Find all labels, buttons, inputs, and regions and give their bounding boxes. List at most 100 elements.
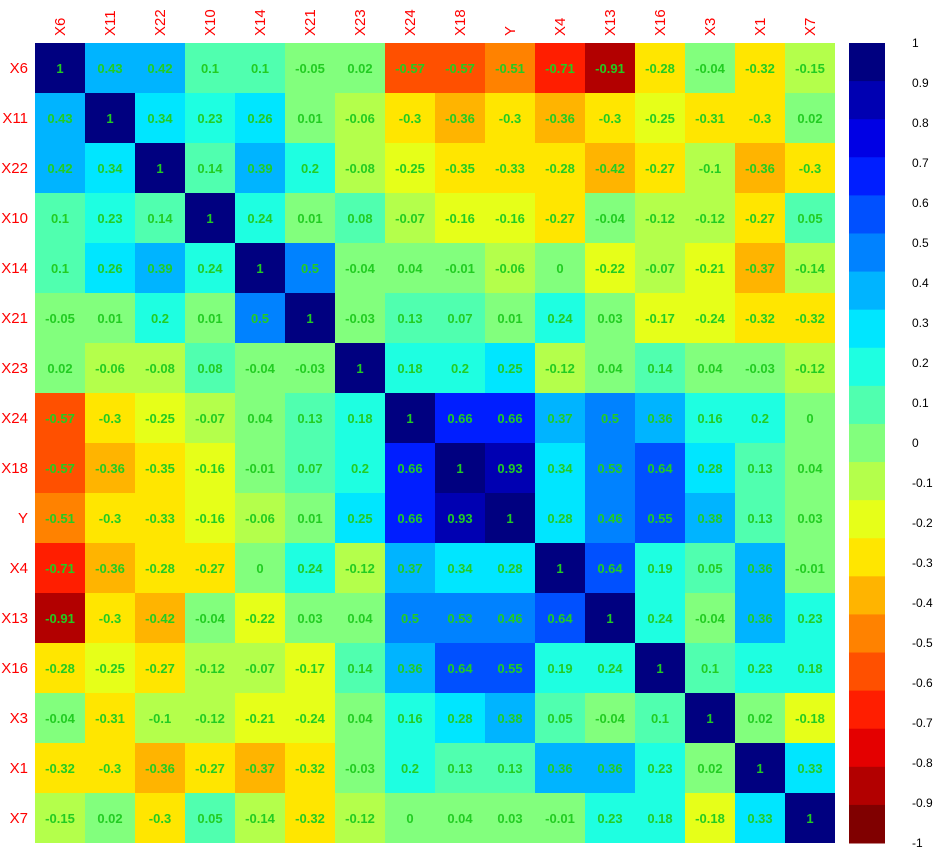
heatmap-cell-X21-Y bbox=[485, 293, 535, 343]
heatmap-cell-X13-X18 bbox=[435, 593, 485, 643]
heatmap-cell-X3-X6 bbox=[35, 693, 85, 743]
cell-value-X18-X23: 0.2 bbox=[351, 461, 369, 476]
cell-value-X10-X14: 0.24 bbox=[247, 211, 273, 226]
heatmap-cell-X23-X10 bbox=[185, 343, 235, 393]
cell-value-X6-X14: 0.1 bbox=[251, 61, 269, 76]
heatmap-cell-X1-Y bbox=[485, 743, 535, 793]
column-label-X18: X18 bbox=[452, 9, 469, 36]
cell-value-X16-X22: -0.27 bbox=[145, 661, 175, 676]
heatmap-cell-X13-X10 bbox=[185, 593, 235, 643]
legend-swatch bbox=[849, 271, 885, 311]
legend-swatch bbox=[849, 652, 885, 692]
cell-value-X22-X18: -0.35 bbox=[445, 161, 475, 176]
cell-value-X3-X11: -0.31 bbox=[95, 711, 125, 726]
heatmap-cell-X14-X21 bbox=[285, 243, 335, 293]
cell-value-X13-X14: -0.22 bbox=[245, 611, 275, 626]
heatmap-cell-X1-X22 bbox=[135, 743, 185, 793]
heatmap-cell-X24-X22 bbox=[135, 393, 185, 443]
cell-value-X4-X16: 0.19 bbox=[647, 561, 672, 576]
column-label-Y: Y bbox=[502, 26, 519, 36]
cell-value-X21-X16: -0.17 bbox=[645, 311, 675, 326]
column-label-X3: X3 bbox=[702, 18, 719, 36]
cell-value-X1-X16: 0.23 bbox=[647, 761, 672, 776]
cell-value-X10-X21: 0.01 bbox=[297, 211, 322, 226]
heatmap-cell-X3-X7 bbox=[785, 693, 835, 743]
heatmap-cell-X21-X11 bbox=[85, 293, 135, 343]
column-label-X4: X4 bbox=[552, 18, 569, 36]
heatmap-cell-X7-X21 bbox=[285, 793, 335, 843]
cell-value-X18-X4: 0.34 bbox=[547, 461, 573, 476]
cell-value-Y-X14: -0.06 bbox=[245, 511, 275, 526]
cell-value-X10-X1: -0.27 bbox=[745, 211, 775, 226]
cell-value-X3-X13: -0.04 bbox=[595, 711, 625, 726]
cell-value-X3-X3: 1 bbox=[706, 711, 713, 726]
heatmap-cell-Y-X1 bbox=[735, 493, 785, 543]
heatmap-cell-X24-X16 bbox=[635, 393, 685, 443]
heatmap-cell-X4-X11 bbox=[85, 543, 135, 593]
heatmap-cell-X13-X16 bbox=[635, 593, 685, 643]
cell-value-X16-X18: 0.64 bbox=[447, 661, 473, 676]
cell-value-X6-Y: -0.51 bbox=[495, 61, 525, 76]
cell-value-X11-X4: -0.36 bbox=[545, 111, 575, 126]
heatmap-cell-X14-Y bbox=[485, 243, 535, 293]
cell-value-X23-X24: 0.18 bbox=[397, 361, 422, 376]
heatmap-cell-X4-X13 bbox=[585, 543, 635, 593]
cell-value-X4-X21: 0.24 bbox=[297, 561, 323, 576]
cell-value-X16-X1: 0.23 bbox=[747, 661, 772, 676]
cell-value-X1-X23: -0.03 bbox=[345, 761, 375, 776]
cell-labels-layer: 1 0.43 0.42 0.1 0.1 -0.05 0.02 -0.57 -0.57 -0.51 -… bbox=[45, 61, 825, 826]
heatmap-cell-X22-X3 bbox=[685, 143, 735, 193]
cell-value-X4-X18: 0.34 bbox=[447, 561, 473, 576]
column-label-X22: X22 bbox=[152, 9, 169, 36]
cell-value-X22-X21: 0.2 bbox=[301, 161, 319, 176]
heatmap-cell-X13-Y bbox=[485, 593, 535, 643]
cell-value-X22-X23: -0.08 bbox=[345, 161, 375, 176]
cell-value-X14-X4: 0 bbox=[556, 261, 563, 276]
cell-value-X7-X4: -0.01 bbox=[545, 811, 575, 826]
cell-value-X16-X11: -0.25 bbox=[95, 661, 125, 676]
cell-value-X3-X18: 0.28 bbox=[447, 711, 472, 726]
cell-value-Y-X21: 0.01 bbox=[297, 511, 322, 526]
cell-value-X23-X14: -0.04 bbox=[245, 361, 275, 376]
heatmap-cell-X24-Y bbox=[485, 393, 535, 443]
heatmap-cell-X22-X18 bbox=[435, 143, 485, 193]
column-label-X7: X7 bbox=[802, 18, 819, 36]
cell-value-X24-X7: 0 bbox=[806, 411, 813, 426]
heatmap-cell-X7-X10 bbox=[185, 793, 235, 843]
cell-value-X11-X7: 0.02 bbox=[797, 111, 822, 126]
cell-value-X23-X11: -0.06 bbox=[95, 361, 125, 376]
cell-value-X11-X16: -0.25 bbox=[645, 111, 675, 126]
heatmap-cell-X10-X22 bbox=[135, 193, 185, 243]
cell-value-X6-X13: -0.91 bbox=[595, 61, 625, 76]
cell-value-X18-X16: 0.64 bbox=[647, 461, 673, 476]
heatmap-cell-X16-X16 bbox=[635, 643, 685, 693]
cell-value-X11-X23: -0.06 bbox=[345, 111, 375, 126]
heatmap-cell-X21-X10 bbox=[185, 293, 235, 343]
cell-value-X10-X23: 0.08 bbox=[347, 211, 372, 226]
cell-value-X10-X6: 0.1 bbox=[51, 211, 69, 226]
cell-value-X16-X21: -0.17 bbox=[295, 661, 325, 676]
heatmap-cell-X13-X7 bbox=[785, 593, 835, 643]
cell-value-X10-X10: 1 bbox=[206, 211, 213, 226]
cell-value-X13-X18: 0.53 bbox=[447, 611, 472, 626]
heatmap-cell-X3-X4 bbox=[535, 693, 585, 743]
cell-value-X18-X13: 0.53 bbox=[597, 461, 622, 476]
legend-tick-label: -0.8 bbox=[912, 756, 933, 770]
cell-value-X24-X23: 0.18 bbox=[347, 411, 372, 426]
cell-value-X22-X22: 1 bbox=[156, 161, 163, 176]
legend-tick-label: 0.1 bbox=[912, 396, 929, 410]
cell-value-X22-X1: -0.36 bbox=[745, 161, 775, 176]
heatmap-cell-X3-X24 bbox=[385, 693, 435, 743]
cell-value-X13-X21: 0.03 bbox=[297, 611, 322, 626]
legend-tick-label: -0.5 bbox=[912, 636, 933, 650]
legend-swatch bbox=[849, 614, 885, 654]
cell-value-X4-X11: -0.36 bbox=[95, 561, 125, 576]
cell-value-X21-X7: -0.32 bbox=[795, 311, 825, 326]
heatmap-cell-X11-X11 bbox=[85, 93, 135, 143]
heatmap-cell-X1-X7 bbox=[785, 743, 835, 793]
column-label-X14: X14 bbox=[252, 9, 269, 36]
heatmap-cell-X21-X7 bbox=[785, 293, 835, 343]
heatmap-cell-X13-X11 bbox=[85, 593, 135, 643]
cell-value-X14-X21: 0.5 bbox=[301, 261, 319, 276]
heatmap-cell-X18-X18 bbox=[435, 443, 485, 493]
